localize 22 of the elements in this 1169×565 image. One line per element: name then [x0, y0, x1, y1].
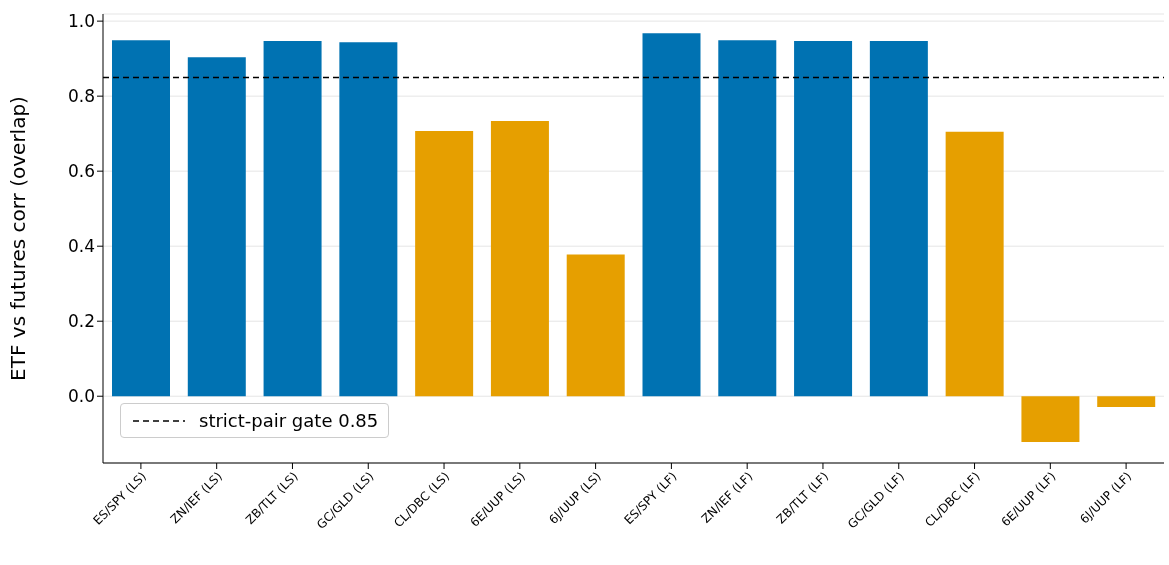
bar	[339, 42, 398, 397]
y-tick-label: 0.2	[67, 311, 95, 332]
bar	[1021, 396, 1080, 442]
bar	[263, 41, 322, 397]
y-tick-label: 1.0	[67, 11, 95, 32]
y-axis-title: ETF vs futures corr (overlap)	[6, 96, 31, 381]
bar	[112, 40, 170, 397]
legend-label: strict-pair gate 0.85	[199, 410, 379, 431]
bar	[794, 41, 853, 397]
bar	[490, 120, 549, 397]
bar	[869, 41, 928, 397]
y-tick-label: 0.6	[67, 161, 95, 182]
bar	[945, 131, 1004, 397]
bar	[566, 254, 625, 397]
y-tick-label: 0.0	[67, 386, 95, 407]
bar	[1097, 396, 1156, 408]
y-tick-label: 0.8	[67, 86, 95, 107]
y-tick-label: 0.4	[67, 236, 95, 257]
bar	[415, 131, 474, 397]
bar	[718, 40, 777, 397]
bar	[642, 33, 701, 397]
bar	[187, 57, 246, 397]
